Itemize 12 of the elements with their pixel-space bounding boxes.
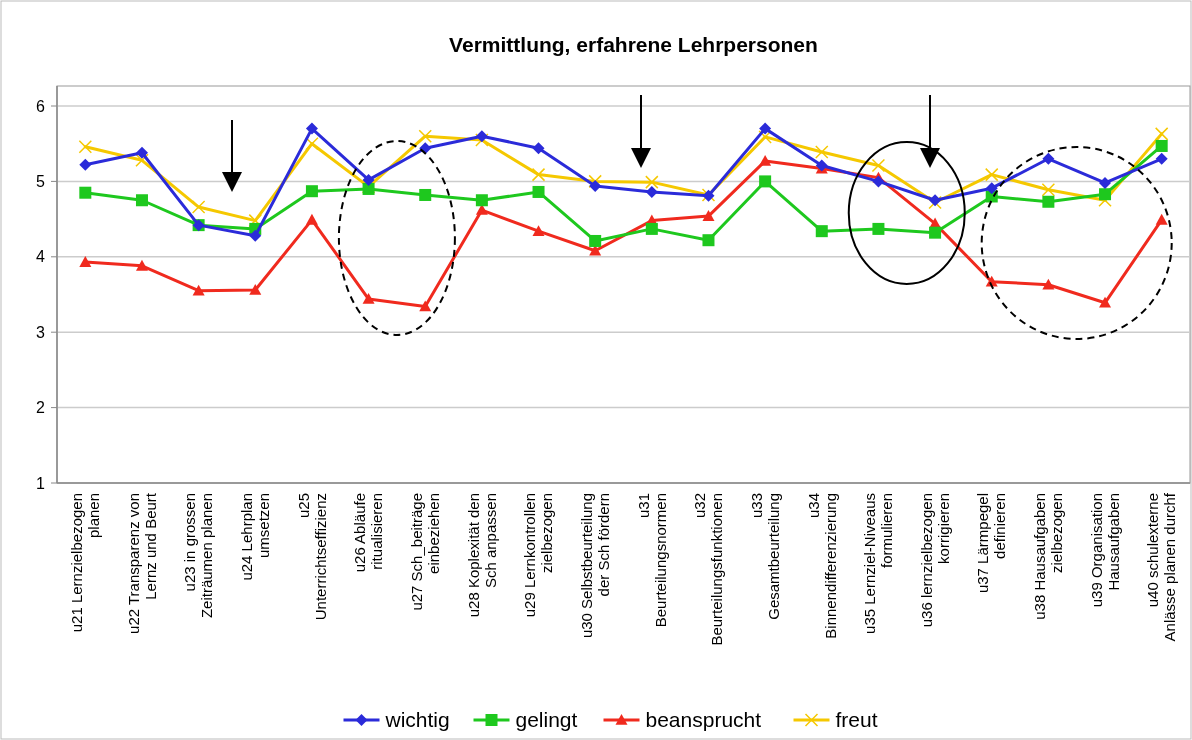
y-tick-label: 6 [36, 97, 46, 115]
y-tick-label: 3 [36, 323, 46, 341]
y-tick-label: 5 [36, 173, 46, 190]
y-tick-label: 4 [36, 248, 46, 266]
legend-label: gelingt [515, 708, 578, 731]
y-tick-label: 2 [36, 399, 46, 417]
legend-label: freut [835, 708, 878, 731]
legend-label: wichtig [384, 708, 450, 731]
x-tick-label: u21 Lernzielbezogen planen [68, 493, 103, 633]
y-tick-label: 1 [36, 474, 46, 492]
chart-title: Vermittlung, erfahrene Lehrpersonen [449, 33, 818, 56]
legend-label: beansprucht [645, 708, 762, 731]
